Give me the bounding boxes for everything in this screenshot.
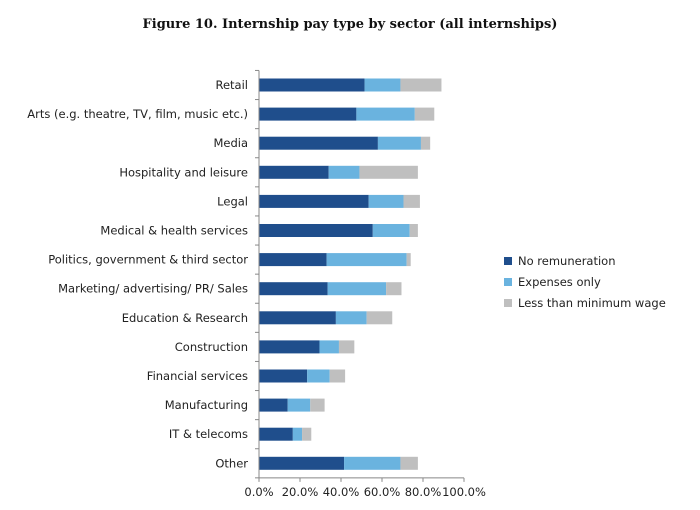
x-tick-label: 0.0% (244, 485, 273, 499)
bar-hospitality-and-leisure-less-than-minimum-wage (359, 165, 418, 179)
bar-marketing-advertising-pr-sales-expenses-only (327, 282, 387, 296)
bar-manufacturing-less-than-minimum-wage (310, 398, 325, 412)
bar-financial-services-less-than-minimum-wage (329, 369, 346, 383)
category-label: Legal (217, 194, 248, 208)
bar-hospitality-and-leisure-no-remuneration (259, 165, 329, 179)
category-label: Retail (216, 78, 249, 92)
bar-legal-no-remuneration (259, 194, 369, 208)
bar-construction-expenses-only (319, 340, 339, 354)
x-axis: 0.0% 20.0% 40.0% 60.0% 80.0% 100.0% (244, 69, 486, 499)
bar-medical-health-services-less-than-minimum-wage (409, 224, 418, 237)
category-label: Manufacturing (165, 398, 248, 412)
bar-arts-e-g-theatre-tv-film-music-etc-expenses-only (356, 107, 415, 121)
bar-politics-government-third-sector-no-remuneration (259, 253, 327, 267)
legend-swatch-no-remuneration (504, 257, 512, 265)
chart-title: Figure 10. Internship pay type by sector… (142, 17, 558, 32)
bar-manufacturing-expenses-only (287, 398, 311, 412)
bar-it-telecoms-less-than-minimum-wage (302, 427, 312, 441)
category-label: Education & Research (122, 311, 248, 325)
bar-marketing-advertising-pr-sales-less-than-minimum-wage (386, 282, 402, 296)
bar-legal-expenses-only (368, 194, 404, 208)
x-tick-label: 20.0% (282, 485, 319, 499)
legend-label-less-than-minimum-wage: Less than minimum wage (518, 296, 666, 310)
bar-retail-no-remuneration (259, 78, 365, 92)
category-label: Marketing/ advertising/ PR/ Sales (58, 282, 248, 296)
bar-manufacturing-no-remuneration (259, 398, 288, 412)
bar-arts-e-g-theatre-tv-film-music-etc-less-than-minimum-wage (414, 107, 435, 121)
bar-other-less-than-minimum-wage (400, 456, 418, 470)
x-tick-label: 80.0% (405, 485, 442, 499)
bar-media-expenses-only (377, 136, 421, 150)
bar-other-no-remuneration (259, 456, 345, 470)
legend: No remuneration Expenses only Less than mi… (504, 254, 666, 310)
bar-it-telecoms-expenses-only (292, 427, 303, 441)
category-label: Other (215, 456, 248, 470)
bar-it-telecoms-no-remuneration (259, 427, 293, 441)
bar-politics-government-third-sector-less-than-minimum-wage (406, 253, 411, 267)
category-label: Arts (e.g. theatre, TV, film, music etc.… (27, 107, 248, 121)
bar-media-no-remuneration (259, 136, 378, 150)
bar-media-less-than-minimum-wage (420, 136, 431, 150)
bar-medical-health-services-expenses-only (372, 224, 410, 237)
bar-construction-no-remuneration (259, 340, 320, 354)
bar-retail-expenses-only (364, 78, 401, 92)
legend-label-expenses-only: Expenses only (518, 275, 601, 289)
bar-financial-services-expenses-only (307, 369, 330, 383)
legend-swatch-less-than-minimum-wage (504, 299, 512, 307)
category-label: Hospitality and leisure (119, 165, 248, 179)
bar-construction-less-than-minimum-wage (338, 340, 355, 354)
legend-swatch-expenses-only (504, 278, 512, 286)
category-label: Politics, government & third sector (48, 253, 248, 267)
bar-financial-services-no-remuneration (259, 369, 308, 383)
category-label: Medical & health services (100, 224, 248, 238)
category-label: Media (213, 136, 248, 150)
bar-education-research-no-remuneration (259, 311, 336, 325)
x-tick-label: 40.0% (323, 485, 360, 499)
category-label: Construction (175, 340, 248, 354)
legend-label-no-remuneration: No remuneration (518, 254, 616, 268)
bar-medical-health-services-no-remuneration (259, 224, 373, 237)
bar-arts-e-g-theatre-tv-film-music-etc-no-remuneration (259, 107, 357, 121)
category-labels: Retail Arts (e.g. theatre, TV, film, musi… (27, 78, 248, 470)
bar-marketing-advertising-pr-sales-no-remuneration (259, 282, 328, 296)
x-tick-label: 60.0% (364, 485, 401, 499)
category-label: IT & telecoms (169, 427, 248, 441)
bars-group (259, 78, 442, 470)
x-tick-label: 100.0% (442, 485, 486, 499)
bar-hospitality-and-leisure-expenses-only (328, 165, 360, 179)
category-label: Financial services (147, 369, 248, 383)
bar-education-research-expenses-only (335, 311, 367, 325)
bar-other-expenses-only (344, 456, 401, 470)
bar-politics-government-third-sector-expenses-only (326, 253, 407, 267)
bar-education-research-less-than-minimum-wage (366, 311, 393, 325)
bar-legal-less-than-minimum-wage (403, 194, 420, 208)
bar-retail-less-than-minimum-wage (400, 78, 442, 92)
